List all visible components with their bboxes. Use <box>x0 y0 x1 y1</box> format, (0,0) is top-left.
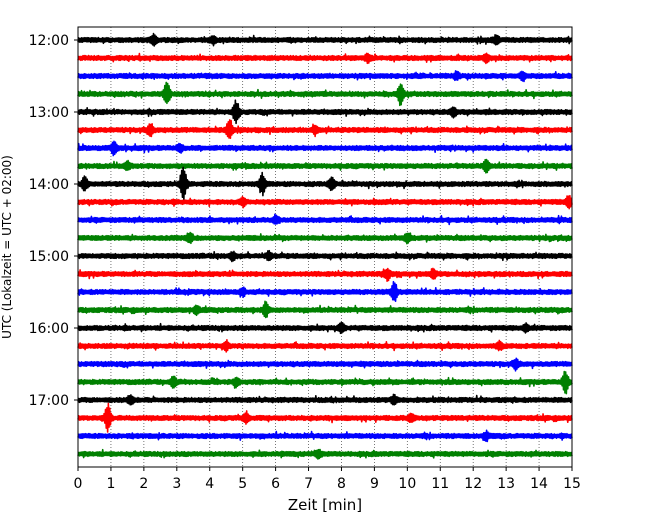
seismic-trace <box>77 119 573 139</box>
x-tick-label: 3 <box>172 476 181 492</box>
seismic-trace <box>77 194 573 210</box>
trace-series <box>77 32 573 460</box>
x-tick-label: 6 <box>271 476 280 492</box>
y-axis-label: UTC (Lokalzeit = UTC + 02:00) <box>0 155 14 339</box>
seismic-trace <box>77 280 573 302</box>
seismic-trace <box>77 32 573 47</box>
y-tick-label: 15:00 <box>29 249 69 265</box>
x-tick-label: 14 <box>530 476 548 492</box>
seismic-trace <box>77 402 573 433</box>
seismic-trace <box>77 267 573 282</box>
x-tick-label: 2 <box>139 476 148 492</box>
seismic-trace <box>77 52 573 65</box>
seismic-trace <box>77 231 573 245</box>
x-tick-label: 9 <box>370 476 379 492</box>
y-axis-ticks: 12:00 13:00 14:00 15:00 16:00 17:00 <box>29 33 78 409</box>
x-tick-label: 7 <box>304 476 313 492</box>
x-tick-label: 5 <box>238 476 247 492</box>
seismic-trace <box>77 321 573 335</box>
x-tick-label: 0 <box>74 476 83 492</box>
seismic-trace <box>77 448 573 460</box>
seismic-trace <box>77 357 573 372</box>
x-tick-label: 10 <box>398 476 416 492</box>
seismic-trace <box>77 81 573 107</box>
x-tick-label: 1 <box>106 476 115 492</box>
y-tick-label: 12:00 <box>29 33 69 49</box>
seismic-trace <box>77 429 573 443</box>
x-tick-label: 12 <box>464 476 482 492</box>
x-axis-label: Zeit [min] <box>288 496 362 514</box>
x-tick-label: 8 <box>337 476 346 492</box>
x-tick-label: 13 <box>497 476 515 492</box>
seismic-trace <box>77 99 573 125</box>
seismic-trace <box>77 166 573 201</box>
seismic-trace <box>77 393 573 406</box>
y-tick-label: 16:00 <box>29 321 69 337</box>
x-axis-ticks: 0 1 2 3 4 5 6 7 8 9 10 11 12 13 14 15 <box>74 467 581 492</box>
y-tick-label: 13:00 <box>29 105 69 121</box>
seismic-trace <box>77 70 573 83</box>
seismic-trace <box>77 140 573 157</box>
seismic-trace <box>77 370 573 395</box>
x-tick-label: 11 <box>431 476 449 492</box>
y-tick-label: 14:00 <box>29 177 69 193</box>
seismic-trace <box>77 338 573 353</box>
plot-frame <box>77 26 573 468</box>
seismic-trace <box>77 213 573 226</box>
seismic-trace <box>77 158 573 174</box>
x-tick-label: 15 <box>563 476 581 492</box>
x-tick-label: 4 <box>205 476 214 492</box>
seismic-trace <box>77 249 573 263</box>
grid-lines <box>110 27 540 467</box>
seismic-trace <box>77 300 573 319</box>
y-tick-label: 17:00 <box>29 393 69 409</box>
